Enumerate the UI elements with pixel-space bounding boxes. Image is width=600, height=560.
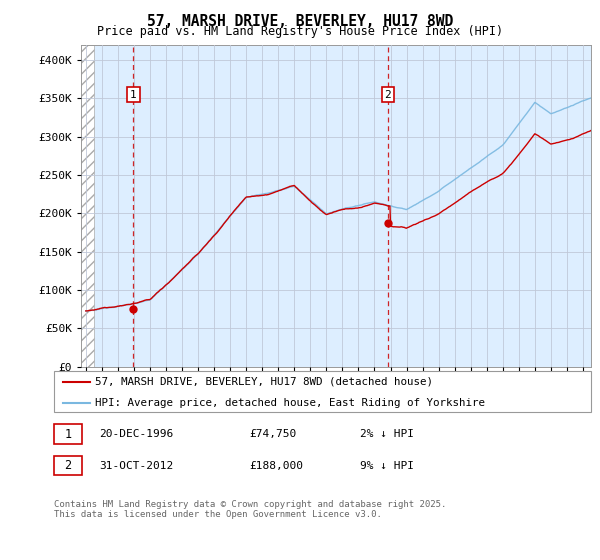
Text: 1: 1: [130, 90, 137, 100]
Text: £188,000: £188,000: [249, 461, 303, 471]
Text: Contains HM Land Registry data © Crown copyright and database right 2025.
This d: Contains HM Land Registry data © Crown c…: [54, 500, 446, 519]
Text: 1: 1: [64, 427, 71, 441]
Text: HPI: Average price, detached house, East Riding of Yorkshire: HPI: Average price, detached house, East…: [95, 398, 485, 408]
Text: 2% ↓ HPI: 2% ↓ HPI: [360, 429, 414, 439]
Text: 2: 2: [64, 459, 71, 473]
Text: 9% ↓ HPI: 9% ↓ HPI: [360, 461, 414, 471]
Text: 2: 2: [385, 90, 391, 100]
Text: £74,750: £74,750: [249, 429, 296, 439]
Text: 57, MARSH DRIVE, BEVERLEY, HU17 8WD: 57, MARSH DRIVE, BEVERLEY, HU17 8WD: [147, 14, 453, 29]
Text: 57, MARSH DRIVE, BEVERLEY, HU17 8WD (detached house): 57, MARSH DRIVE, BEVERLEY, HU17 8WD (det…: [95, 377, 433, 387]
Text: 31-OCT-2012: 31-OCT-2012: [99, 461, 173, 471]
Text: 20-DEC-1996: 20-DEC-1996: [99, 429, 173, 439]
Text: Price paid vs. HM Land Registry's House Price Index (HPI): Price paid vs. HM Land Registry's House …: [97, 25, 503, 38]
